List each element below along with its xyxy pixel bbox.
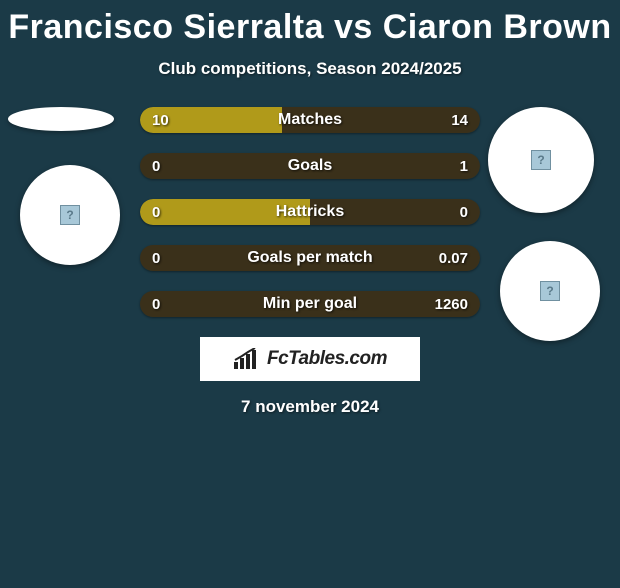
player-avatar-left: ?: [20, 165, 120, 265]
player-avatar-right: ?: [488, 107, 594, 213]
bar-fill-right: [140, 291, 480, 317]
bar-fill-right: [140, 245, 480, 271]
bar-row: 01Goals: [140, 153, 480, 179]
bars-column: 1014Matches 01Goals 00Hattricks 00.07Goals …: [140, 107, 480, 317]
brand-chart-icon: [233, 348, 261, 370]
date-line: 7 november 2024: [0, 397, 620, 417]
bar-fill-right: [282, 107, 480, 133]
bar-row: 1014Matches: [140, 107, 480, 133]
comparison-body: 1014Matches 01Goals 00Hattricks 00.07Goals …: [0, 107, 620, 417]
placeholder-icon: ?: [540, 281, 560, 301]
bar-row: 00Hattricks: [140, 199, 480, 225]
brand-text: FcTables.com: [267, 348, 387, 370]
bar-fill-left: [140, 107, 282, 133]
placeholder-icon: ?: [531, 150, 551, 170]
player-avatar-right: ?: [500, 241, 600, 341]
page-title: Francisco Sierralta vs Ciaron Brown: [0, 8, 620, 47]
logo-ellipse: [8, 107, 114, 131]
placeholder-icon: ?: [60, 205, 80, 225]
bar-row: 00.07Goals per match: [140, 245, 480, 271]
bar-row: 01260Min per goal: [140, 291, 480, 317]
bar-fill-right: [310, 199, 480, 225]
bar-fill-left: [140, 199, 310, 225]
subtitle: Club competitions, Season 2024/2025: [0, 59, 620, 79]
brand-box: FcTables.com: [200, 337, 420, 381]
bar-fill-right: [140, 153, 480, 179]
